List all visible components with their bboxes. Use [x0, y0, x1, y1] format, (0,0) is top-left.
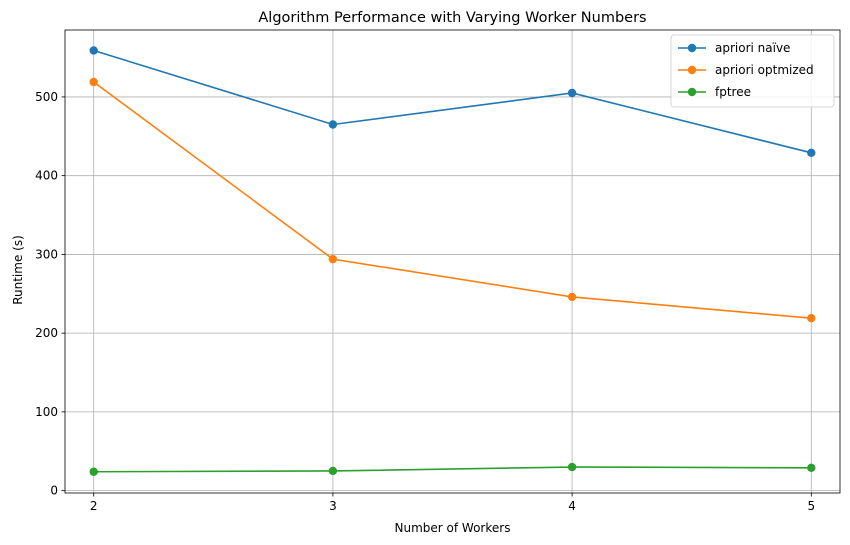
- y-tick-label: 100: [35, 405, 58, 419]
- legend-label: apriori optmized: [715, 63, 814, 77]
- legend-entry: apriori optmized: [678, 63, 814, 77]
- y-tick-label: 400: [35, 169, 58, 183]
- x-tick-label: 4: [568, 499, 576, 513]
- series-line: [93, 81, 812, 319]
- x-axis-label: Number of Workers: [395, 521, 511, 535]
- chart-title: Algorithm Performance with Varying Worke…: [258, 10, 646, 26]
- data-point: [328, 254, 338, 264]
- x-tick-label: 5: [807, 499, 815, 513]
- data-point: [807, 148, 816, 158]
- legend-box: [670, 34, 835, 108]
- x-tick-label: 3: [329, 499, 337, 513]
- data-point: [89, 77, 98, 87]
- data-point: [328, 466, 338, 476]
- y-tick-label: 500: [35, 90, 58, 104]
- legend-marker: [687, 87, 697, 97]
- y-axis-ticks: 0 100 200 300 400 500: [35, 90, 65, 498]
- plot-frame: [64, 29, 841, 494]
- series-line: [93, 466, 812, 473]
- data-point: [567, 292, 577, 302]
- series-line: [93, 49, 812, 154]
- legend-marker: [687, 43, 697, 53]
- series-apriori-na-ve: [89, 46, 816, 158]
- data-point: [807, 313, 816, 323]
- y-tick-label: 0: [50, 484, 58, 498]
- series-fptree: [89, 462, 816, 476]
- legend-entry: fptree: [678, 85, 751, 99]
- legend-label: apriori naïve: [715, 41, 790, 55]
- legend: apriori naïve apriori optmized fptree: [670, 34, 835, 108]
- y-tick-label: 300: [35, 247, 58, 261]
- data-point: [89, 46, 98, 55]
- series-apriori-optmized: [89, 77, 816, 323]
- legend-label: fptree: [715, 85, 751, 99]
- data-point: [328, 120, 338, 129]
- data-point: [567, 462, 577, 472]
- y-axis-label: Runtime (s): [11, 235, 25, 305]
- data-point: [807, 463, 816, 473]
- legend-marker: [687, 65, 697, 75]
- y-tick-label: 200: [35, 326, 58, 340]
- x-axis-ticks: 2 3 4 5: [90, 493, 815, 513]
- legend-entry: apriori naïve: [678, 41, 790, 55]
- data-point: [89, 467, 98, 476]
- series-layer: [89, 46, 816, 476]
- x-tick-label: 2: [90, 499, 98, 513]
- data-point: [567, 88, 577, 98]
